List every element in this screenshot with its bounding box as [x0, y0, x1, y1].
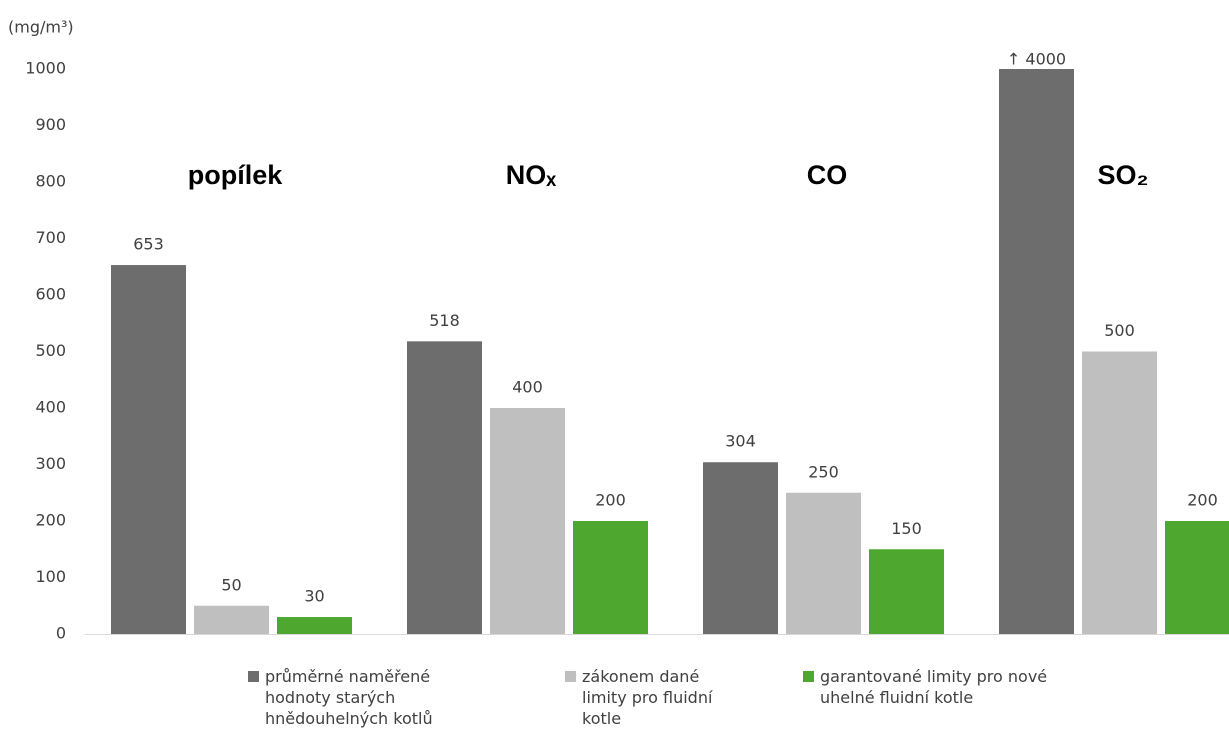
- bar: [1082, 351, 1157, 634]
- category-label: CO: [807, 160, 848, 190]
- legend-swatch: [803, 671, 814, 682]
- value-label: 50: [221, 575, 241, 594]
- legend-swatch: [248, 671, 259, 682]
- bar: [703, 462, 778, 634]
- legend: průměrné naměřené hodnoty starých hnědou…: [0, 666, 1229, 728]
- value-label: ↑ 4000: [1007, 50, 1066, 69]
- value-label: 518: [429, 311, 460, 330]
- legend-item: průměrné naměřené hodnoty starých hnědou…: [248, 666, 480, 729]
- bar: [573, 521, 648, 634]
- category-label: NOₓ: [506, 160, 557, 190]
- y-tick-label: 300: [35, 454, 66, 473]
- legend-item: garantované limity pro nové uhelné fluid…: [803, 666, 1060, 708]
- value-label: 500: [1104, 321, 1135, 340]
- bar: [786, 492, 861, 634]
- chart: (mg/m³) 0 100 200 300 400 500 600 700 800 900 1000…: [8, 18, 1229, 643]
- y-axis-label: (mg/m³): [8, 18, 74, 37]
- legend-label: zákonem dané limity pro fluidní kotle: [582, 667, 713, 728]
- y-tick-label: 800: [35, 172, 66, 191]
- legend-label: garantované limity pro nové uhelné fluid…: [820, 667, 1048, 707]
- y-tick-label: 600: [35, 285, 66, 304]
- value-label: 30: [304, 587, 324, 606]
- bar: [407, 341, 482, 634]
- bar: [277, 617, 352, 634]
- legend-swatch: [565, 671, 576, 682]
- bar: [869, 549, 944, 634]
- legend-item: zákonem dané limity pro fluidní kotle: [565, 666, 722, 729]
- page: {"chart_data": {"type": "bar", "y_label"…: [0, 17, 1229, 728]
- bar: [999, 69, 1074, 634]
- legend-label: průměrné naměřené hodnoty starých hnědou…: [265, 667, 433, 728]
- y-tick-label: 700: [35, 228, 66, 247]
- y-tick-label: 1000: [25, 59, 66, 78]
- y-tick-label: 200: [35, 511, 66, 530]
- value-label: 150: [891, 519, 922, 538]
- value-label: 200: [595, 491, 626, 510]
- bar: [490, 408, 565, 634]
- value-label: 400: [512, 378, 543, 397]
- y-tick-label: 400: [35, 398, 66, 417]
- y-tick-label: 0: [56, 624, 66, 643]
- bar: [1165, 521, 1229, 634]
- bar: [111, 265, 186, 634]
- value-label: 653: [133, 235, 164, 254]
- y-tick-label: 100: [35, 567, 66, 586]
- y-tick-label: 900: [35, 115, 66, 134]
- y-tick-label: 500: [35, 341, 66, 360]
- bar: [194, 605, 269, 634]
- value-label: 200: [1187, 491, 1218, 510]
- value-label: 250: [808, 462, 839, 481]
- value-label: 304: [725, 432, 756, 451]
- category-label: SO₂: [1097, 160, 1148, 190]
- plot-area: [111, 69, 1229, 634]
- category-label: popílek: [188, 160, 283, 190]
